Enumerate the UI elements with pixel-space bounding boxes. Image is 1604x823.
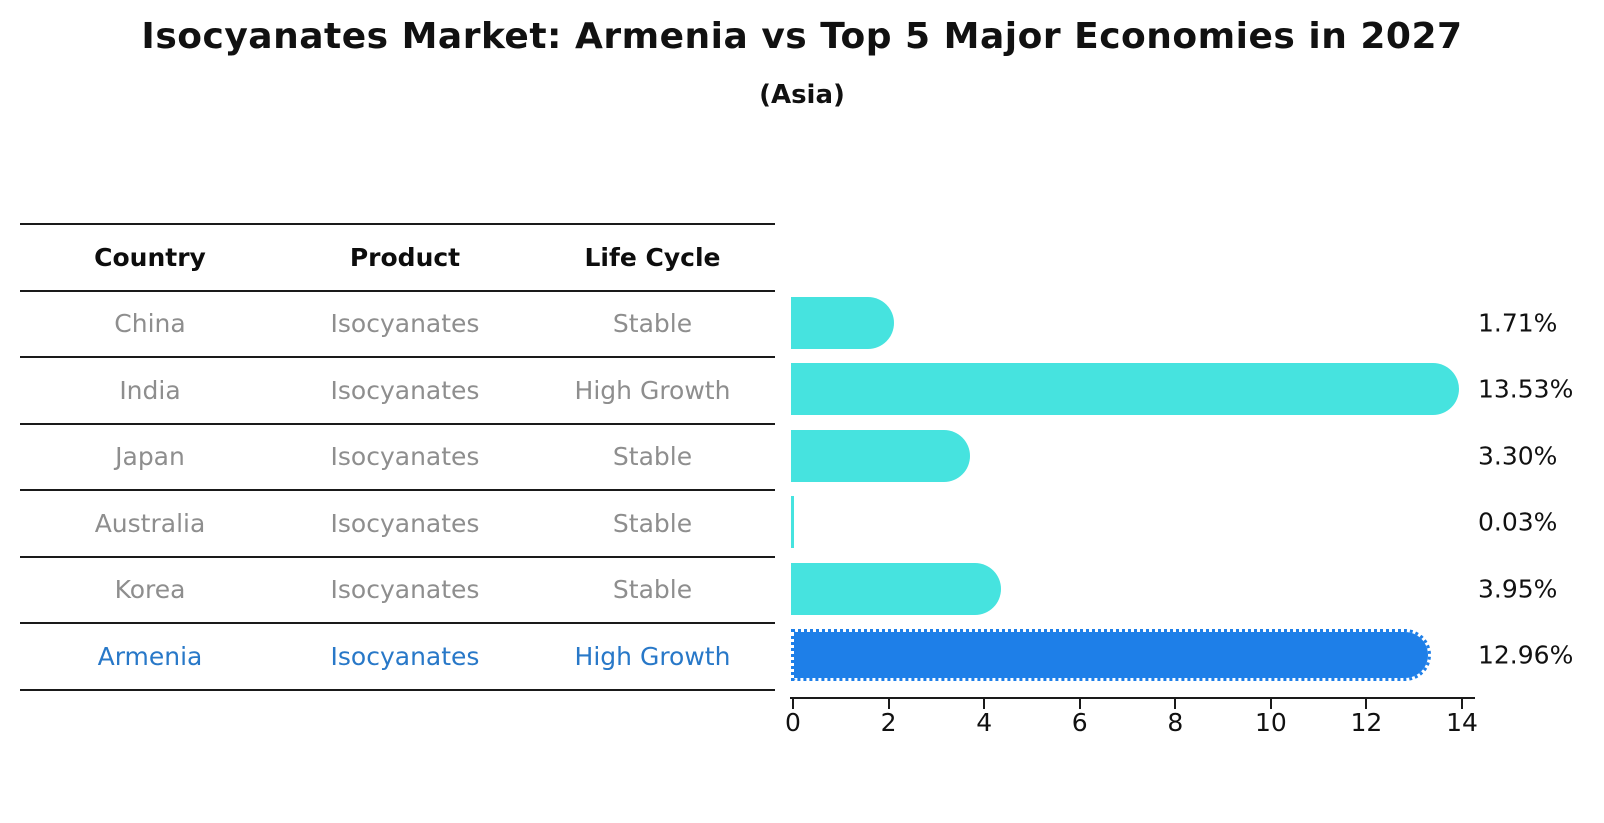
x-tick-12 — [1365, 699, 1368, 709]
cell-product-japan: Isocyanates — [330, 442, 480, 472]
value-label-japan: 3.30% — [1478, 441, 1558, 471]
table-row-india: India Isocyanates High Growth — [20, 358, 775, 425]
x-tick-label-4: 4 — [976, 708, 993, 737]
cell-country-australia: Australia — [94, 508, 206, 538]
cell-country-india: India — [119, 375, 181, 405]
country-table: Country Product Life Cycle China Isocyanates… — [20, 223, 775, 691]
bar-armenia — [791, 629, 1432, 682]
value-label-australia: 0.03% — [1478, 507, 1558, 537]
value-label-india: 13.53% — [1478, 374, 1574, 404]
cell-product-armenia: Isocyanates — [330, 641, 480, 671]
x-tick-2 — [887, 699, 890, 709]
x-tick-label-8: 8 — [1167, 708, 1184, 737]
table-header-country: Country — [94, 242, 206, 272]
cell-country-korea: Korea — [114, 575, 186, 605]
cell-country-armenia: Armenia — [97, 641, 203, 671]
table-header-product: Product — [349, 242, 461, 272]
x-tick-6 — [1078, 699, 1081, 709]
bar-india — [791, 363, 1459, 416]
x-tick-label-0: 0 — [785, 708, 801, 737]
value-label-korea: 3.95% — [1478, 574, 1558, 604]
x-tick-0 — [792, 699, 794, 709]
table-header-row: Country Product Life Cycle — [20, 225, 775, 292]
cell-product-korea: Isocyanates — [330, 575, 480, 605]
value-label-armenia: 12.96% — [1478, 640, 1574, 670]
x-tick-4 — [983, 699, 986, 709]
x-tick-14 — [1461, 699, 1463, 709]
x-axis-line — [790, 697, 1475, 699]
cell-life_cycle-korea: Stable — [612, 575, 693, 605]
x-tick-label-14: 14 — [1446, 708, 1478, 737]
x-tick-label-12: 12 — [1350, 708, 1383, 737]
table-row-australia: Australia Isocyanates Stable — [20, 491, 775, 558]
value-label-china: 1.71% — [1478, 308, 1558, 338]
cell-life_cycle-armenia: High Growth — [574, 641, 731, 671]
x-tick-label-10: 10 — [1254, 708, 1287, 737]
chart-subtitle: (Asia) — [759, 80, 845, 110]
bar-australia — [791, 496, 794, 549]
x-tick-10 — [1269, 699, 1272, 709]
cell-product-china: Isocyanates — [330, 309, 480, 339]
table-row-armenia: Armenia Isocyanates High Growth — [20, 624, 775, 691]
cell-life_cycle-australia: Stable — [612, 508, 693, 538]
table-row-japan: Japan Isocyanates Stable — [20, 425, 775, 491]
cell-country-china: China — [114, 309, 186, 339]
cell-life_cycle-china: Stable — [612, 309, 693, 339]
cell-product-australia: Isocyanates — [330, 508, 480, 538]
cell-life_cycle-india: High Growth — [574, 375, 731, 405]
bar-japan — [791, 429, 970, 482]
bar-korea — [791, 562, 1001, 615]
cell-country-japan: Japan — [115, 442, 185, 472]
bar-china — [791, 296, 894, 349]
cell-life_cycle-japan: Stable — [612, 442, 693, 472]
x-tick-8 — [1174, 699, 1177, 709]
x-tick-label-2: 2 — [880, 708, 897, 737]
table-header-life-cycle: Life Cycle — [584, 242, 721, 272]
table-row-china: China Isocyanates Stable — [20, 292, 775, 358]
cell-product-india: Isocyanates — [330, 375, 480, 405]
x-tick-label-6: 6 — [1071, 708, 1088, 737]
table-row-korea: Korea Isocyanates Stable — [20, 558, 775, 624]
chart-title: Isocyanates Market: Armenia vs Top 5 Maj… — [141, 16, 1463, 57]
